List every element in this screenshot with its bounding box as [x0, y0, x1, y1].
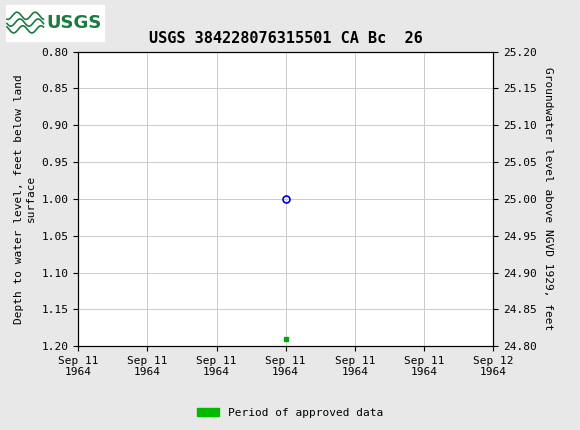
Y-axis label: Groundwater level above NGVD 1929, feet: Groundwater level above NGVD 1929, feet	[543, 67, 553, 331]
Y-axis label: Depth to water level, feet below land
surface: Depth to water level, feet below land su…	[14, 74, 36, 324]
Legend: Period of approved data: Period of approved data	[193, 403, 387, 422]
FancyBboxPatch shape	[6, 4, 104, 41]
Text: USGS: USGS	[46, 14, 102, 31]
Title: USGS 384228076315501 CA Bc  26: USGS 384228076315501 CA Bc 26	[149, 31, 422, 46]
